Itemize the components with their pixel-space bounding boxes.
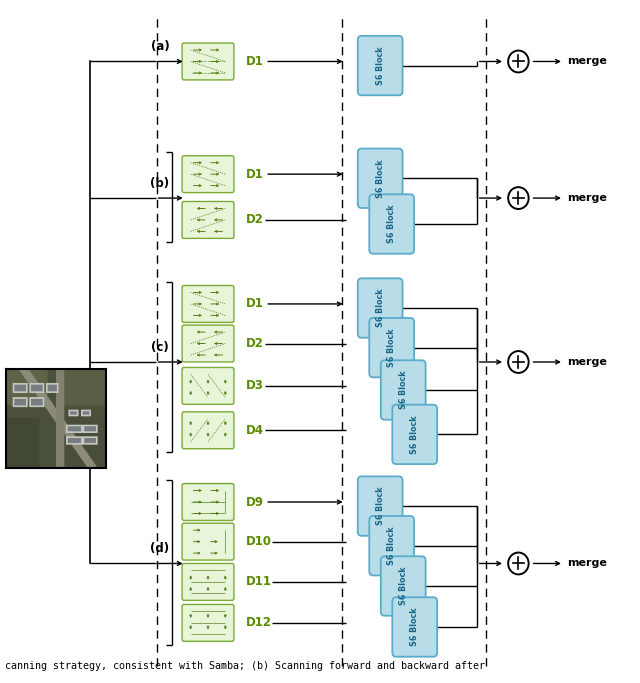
Text: D9: D9 (246, 495, 264, 509)
FancyBboxPatch shape (182, 604, 234, 641)
Text: S6 Block: S6 Block (387, 205, 396, 243)
FancyBboxPatch shape (358, 36, 403, 95)
FancyBboxPatch shape (182, 484, 234, 520)
Text: S6 Block: S6 Block (376, 46, 385, 85)
Text: (b): (b) (150, 177, 170, 190)
Text: (a): (a) (150, 40, 170, 53)
Text: S6 Block: S6 Block (376, 487, 385, 525)
Text: D1: D1 (246, 297, 264, 311)
FancyBboxPatch shape (182, 285, 234, 322)
Text: merge: merge (567, 559, 607, 568)
FancyBboxPatch shape (381, 361, 426, 419)
FancyBboxPatch shape (182, 523, 234, 560)
FancyBboxPatch shape (358, 477, 403, 535)
Text: S6 Block: S6 Block (399, 371, 408, 409)
FancyBboxPatch shape (392, 597, 437, 657)
Text: merge: merge (567, 357, 607, 367)
FancyBboxPatch shape (182, 325, 234, 362)
Text: (d): (d) (150, 542, 170, 555)
FancyBboxPatch shape (182, 43, 234, 80)
FancyBboxPatch shape (369, 194, 414, 253)
Text: (c): (c) (151, 341, 169, 354)
FancyBboxPatch shape (381, 556, 426, 616)
FancyBboxPatch shape (182, 201, 234, 238)
Text: merge: merge (567, 193, 607, 203)
FancyBboxPatch shape (182, 156, 234, 193)
FancyBboxPatch shape (369, 318, 414, 377)
Text: D4: D4 (246, 423, 264, 437)
FancyBboxPatch shape (392, 404, 437, 464)
Text: S6 Block: S6 Block (376, 289, 385, 327)
Text: S6 Block: S6 Block (387, 527, 396, 565)
Text: D1: D1 (246, 167, 264, 181)
FancyBboxPatch shape (358, 149, 403, 208)
FancyBboxPatch shape (182, 563, 234, 600)
Text: canning strategy, consistent with Samba; (b) Scanning forward and backward after: canning strategy, consistent with Samba;… (5, 660, 485, 671)
Text: D12: D12 (246, 616, 272, 630)
Text: D11: D11 (246, 575, 272, 589)
FancyBboxPatch shape (358, 279, 403, 337)
Text: D2: D2 (246, 337, 264, 350)
Text: D1: D1 (246, 55, 264, 68)
Text: S6 Block: S6 Block (376, 159, 385, 197)
Text: merge: merge (567, 57, 607, 66)
Text: D3: D3 (246, 379, 264, 393)
Text: S6 Block: S6 Block (410, 415, 419, 454)
FancyBboxPatch shape (369, 516, 414, 575)
Text: S6 Block: S6 Block (410, 608, 419, 646)
Text: S6 Block: S6 Block (387, 329, 396, 367)
FancyBboxPatch shape (182, 412, 234, 449)
FancyBboxPatch shape (182, 367, 234, 404)
Text: S6 Block: S6 Block (399, 567, 408, 605)
Text: D2: D2 (246, 213, 264, 227)
Text: D10: D10 (246, 535, 272, 548)
